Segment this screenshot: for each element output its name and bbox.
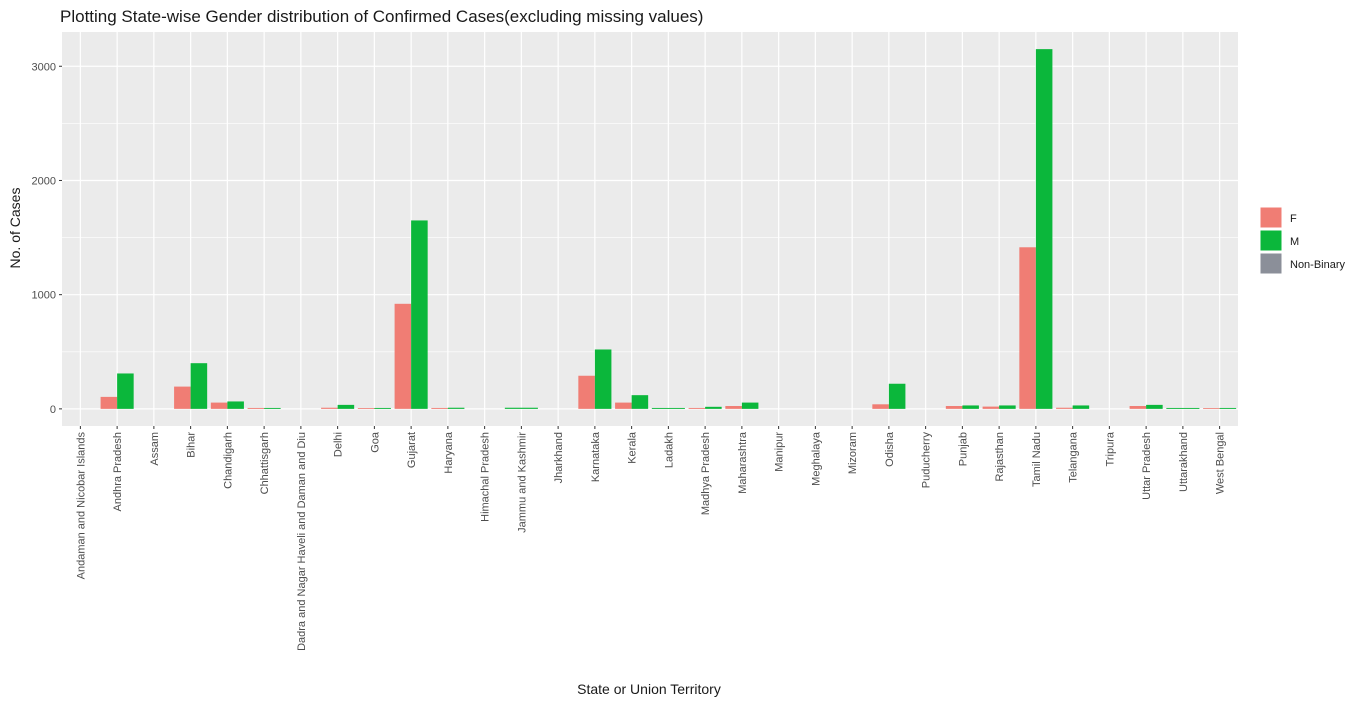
bar-m-kerala — [631, 395, 649, 409]
bar-m-uttar-pradesh — [1146, 404, 1163, 409]
bar-f-telangana — [1056, 407, 1073, 409]
x-tick-label: West Bengal — [1215, 432, 1227, 494]
x-tick-label: Bihar — [186, 432, 198, 458]
x-tick-label: Goa — [369, 431, 381, 453]
x-tick-label: Odisha — [884, 431, 896, 467]
x-tick-label: Tamil Nadu — [1031, 432, 1043, 487]
legend-key-f — [1259, 206, 1283, 229]
bar-m-madhya-pradesh — [705, 406, 722, 409]
bar-f-goa — [357, 408, 375, 409]
y-axis: 0 1000 2000 3000 — [32, 61, 62, 416]
bar-m-goa — [374, 407, 391, 409]
x-tick-label: Assam — [149, 432, 161, 466]
legend-label: F — [1290, 213, 1297, 225]
bar-f-gujarat — [394, 303, 412, 409]
bar-m-bihar — [190, 363, 208, 409]
bar-f-andhra-pradesh — [100, 396, 118, 409]
x-tick-label: Madhya Pradesh — [700, 432, 712, 515]
bar-m-chandigarh — [227, 401, 244, 409]
legend-label: M — [1290, 236, 1299, 248]
x-tick-label: Andhra Pradesh — [112, 432, 124, 512]
x-tick-label: Telangana — [1068, 431, 1080, 483]
bar-m-delhi — [337, 404, 355, 409]
bar-m-tamil-nadu — [1035, 49, 1053, 409]
y-tick-label: 2000 — [32, 175, 56, 187]
bar-f-karnataka — [578, 375, 595, 409]
legend-label: Non-Binary — [1290, 259, 1346, 271]
x-tick-label: Andaman and Nicobar Islands — [75, 432, 87, 580]
bar-m-andhra-pradesh — [117, 373, 134, 409]
bars-group — [100, 49, 1237, 409]
x-tick-label: Delhi — [333, 432, 345, 457]
bar-f-maharashtra — [725, 406, 742, 409]
x-tick-label: Maharashtra — [737, 431, 749, 494]
bar-m-haryana — [447, 407, 465, 409]
legend-key-non-binary — [1259, 252, 1283, 275]
bar-f-uttar-pradesh — [1129, 406, 1147, 409]
x-tick-label: Ladakh — [663, 432, 675, 468]
bar-m-maharashtra — [741, 402, 759, 409]
bar-m-telangana — [1072, 405, 1090, 409]
x-tick-label: Kerala — [627, 431, 639, 464]
bar-f-rajasthan — [982, 406, 1000, 409]
bar-m-rajasthan — [999, 405, 1016, 409]
legend-key-m — [1259, 229, 1283, 252]
x-tick-label: Punjab — [957, 432, 969, 466]
x-tick-label: Mizoram — [847, 432, 859, 474]
x-tick-label: Karnataka — [590, 431, 602, 482]
x-tick-label: Jharkhand — [553, 432, 565, 483]
bar-m-jammu-and-kashmir — [504, 407, 538, 409]
x-tick-label: Haryana — [443, 431, 455, 473]
bar-f-haryana — [431, 407, 448, 409]
y-tick-label: 3000 — [32, 61, 56, 73]
bar-f-madhya-pradesh — [688, 407, 706, 409]
plot-panel — [62, 32, 1238, 426]
y-axis-title: No. of Cases — [7, 188, 23, 269]
x-tick-label: Rajasthan — [994, 432, 1006, 482]
y-tick-label: 1000 — [32, 290, 56, 302]
bar-m-gujarat — [411, 220, 428, 409]
plot-area — [62, 32, 1238, 426]
bar-m-odisha — [888, 383, 906, 409]
bar-f-kerala — [615, 402, 632, 409]
bar-m-ladakh — [651, 407, 685, 409]
legend: FM Non-Binary — [1259, 206, 1346, 275]
x-tick-label: Jammu and Kashmir — [516, 432, 528, 533]
bar-f-odisha — [872, 404, 889, 409]
bar-f-tamil-nadu — [1019, 247, 1036, 409]
bar-f-delhi — [321, 407, 338, 409]
bar-m-karnataka — [594, 349, 612, 409]
bar-m-uttarakhand — [1166, 407, 1200, 409]
x-tick-label: Dadra and Nagar Haveli and Daman and Diu — [296, 432, 308, 651]
x-tick-label: Manipur — [774, 432, 786, 472]
bar-m-west-bengal — [1219, 407, 1237, 409]
x-tick-label: Chandigarh — [222, 432, 234, 489]
x-axis-title: State or Union Territory — [577, 681, 721, 697]
x-tick-label: Meghalaya — [810, 431, 822, 486]
bar-f-west-bengal — [1203, 408, 1220, 409]
y-tick-label: 0 — [50, 404, 56, 416]
x-axis: Andaman and Nicobar Islands Andhra Prades… — [75, 426, 1227, 651]
bar-f-chhattisgarh — [247, 407, 265, 409]
x-tick-label: Chhattisgarh — [259, 432, 271, 494]
chart-title: Plotting State-wise Gender distribution … — [60, 7, 703, 26]
bar-m-punjab — [962, 405, 979, 409]
bar-f-punjab — [945, 406, 963, 409]
bar-m-chhattisgarh — [264, 407, 281, 409]
x-tick-label: Tripura — [1104, 431, 1116, 466]
x-tick-label: Gujarat — [406, 432, 418, 468]
x-tick-label: Uttarakhand — [1178, 432, 1190, 492]
x-tick-label: Puducherry — [921, 432, 933, 489]
bar-f-chandigarh — [210, 402, 228, 409]
bar-f-bihar — [174, 386, 191, 409]
x-tick-label: Himachal Pradesh — [480, 432, 492, 522]
x-tick-label: Uttar Pradesh — [1141, 432, 1153, 500]
